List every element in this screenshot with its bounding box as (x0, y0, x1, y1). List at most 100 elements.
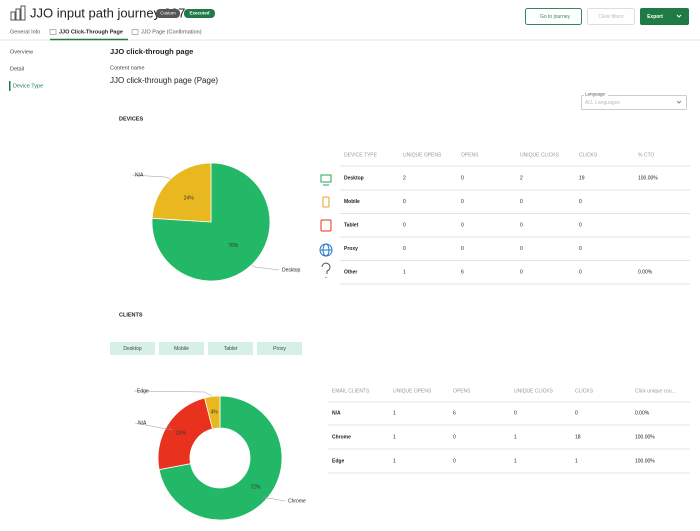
slice-label: 72% (250, 485, 261, 491)
content-label: Content name (110, 65, 145, 71)
cell: N/A (332, 410, 341, 416)
column-header: UNIQUE OPENS (403, 152, 442, 158)
chevron (676, 100, 682, 104)
tab[interactable]: JJO Click-Through Page (59, 29, 123, 35)
cell: 0 (520, 246, 523, 252)
column-header: UNIQUE CLICKS (520, 152, 560, 158)
cell: 2 (403, 175, 406, 181)
cell: 0 (461, 222, 464, 228)
journey-title: JJO input path journey 237 (30, 5, 185, 20)
cell: 0 (520, 199, 523, 205)
cell: 0 (403, 246, 406, 252)
go-button-text: Go to journey (540, 14, 571, 20)
cell: Chrome (332, 434, 351, 440)
device-icons (319, 174, 333, 278)
cell: 0 (403, 222, 406, 228)
side-link[interactable]: Detail (10, 66, 24, 72)
cell: 18 (575, 434, 581, 440)
pie-slice (204, 395, 221, 430)
cell: 0 (453, 434, 456, 440)
cell: 1 (575, 458, 578, 464)
cell: 0 (579, 199, 582, 205)
side-link[interactable]: Overview (10, 49, 33, 55)
badge-text: Custom (160, 11, 176, 16)
cell: 1 (393, 458, 396, 464)
filter-button[interactable] (208, 342, 253, 355)
pie-slice (151, 162, 212, 223)
filter-text: Mobile (174, 346, 189, 352)
badge (184, 9, 215, 18)
language-value: ALL Languages (585, 100, 620, 106)
column-header: DEVICE TYPE (344, 152, 378, 158)
category-label: Desktop (282, 267, 301, 273)
filter-button[interactable] (110, 342, 155, 355)
column-header: CLICKS (579, 152, 598, 158)
column-header: OPENS (453, 388, 471, 394)
cell: 0 (575, 410, 578, 416)
cell: 0.00% (635, 410, 650, 416)
cell: 100.00% (635, 434, 655, 440)
leader-line (251, 264, 280, 271)
column-header: CLICKS (575, 388, 594, 394)
cell: Mobile (344, 199, 360, 205)
tab[interactable]: General Info (10, 29, 40, 35)
category-label: Edge (137, 388, 149, 394)
cell: 0 (514, 410, 517, 416)
cell: 0 (579, 269, 582, 275)
leader-line (261, 496, 286, 502)
cell: 0 (461, 175, 464, 181)
cell: 100.00% (635, 458, 655, 464)
leader-line (131, 174, 171, 180)
cell: 6 (453, 410, 456, 416)
cell: 1 (393, 410, 396, 416)
cell: 0.00% (638, 269, 653, 275)
cell: Proxy (344, 246, 358, 252)
slice-label: 24% (184, 196, 195, 202)
tab-icon (49, 29, 57, 35)
category-label: N/A (138, 420, 147, 426)
go-button[interactable] (525, 8, 582, 25)
category-label: Chrome (288, 498, 306, 504)
filter-button[interactable] (159, 342, 204, 355)
devices-title: DEVICES (119, 116, 143, 122)
filter-button[interactable] (257, 342, 302, 355)
cell: Other (344, 269, 357, 275)
column-header: % CTO (638, 152, 654, 158)
cell: 0 (403, 199, 406, 205)
column-header: UNIQUE CLICKS (514, 388, 554, 394)
cell: 0 (520, 222, 523, 228)
cell: 6 (461, 269, 464, 275)
section-title: JJO click-through page (110, 47, 193, 56)
badge (156, 9, 180, 18)
language-select[interactable] (581, 95, 687, 110)
filter-text: Desktop (123, 346, 142, 352)
cell: 2 (520, 175, 523, 181)
clear-button[interactable] (587, 8, 635, 25)
filter-text: Proxy (273, 346, 286, 352)
logo (10, 5, 26, 21)
cell: 1 (514, 458, 517, 464)
export-button-text: Export (647, 14, 663, 20)
side-link[interactable]: Device Type (13, 83, 43, 89)
side-active (9, 81, 11, 91)
leader-line (133, 390, 213, 397)
clients-title: CLIENTS (119, 312, 143, 318)
cell: 1 (403, 269, 406, 275)
cell: 0 (579, 246, 582, 252)
cell: 0 (520, 269, 523, 275)
export-button[interactable] (640, 8, 689, 25)
category-label: N/A (135, 172, 144, 178)
column-header: EMAIL CLIENTS (332, 388, 370, 394)
column-header: OPENS (461, 152, 479, 158)
cell: Desktop (344, 175, 364, 181)
language-label: Language (585, 92, 606, 97)
filter-text: Tablet (224, 346, 238, 352)
pie-slice (158, 395, 283, 521)
cell: 0 (461, 199, 464, 205)
slice-label: 4% (211, 410, 219, 416)
pie-slice (157, 397, 214, 471)
slice-label: 76% (228, 243, 239, 249)
tab[interactable]: JJO Page (Confirmation) (141, 29, 202, 35)
column-header: UNIQUE OPENS (393, 388, 432, 394)
